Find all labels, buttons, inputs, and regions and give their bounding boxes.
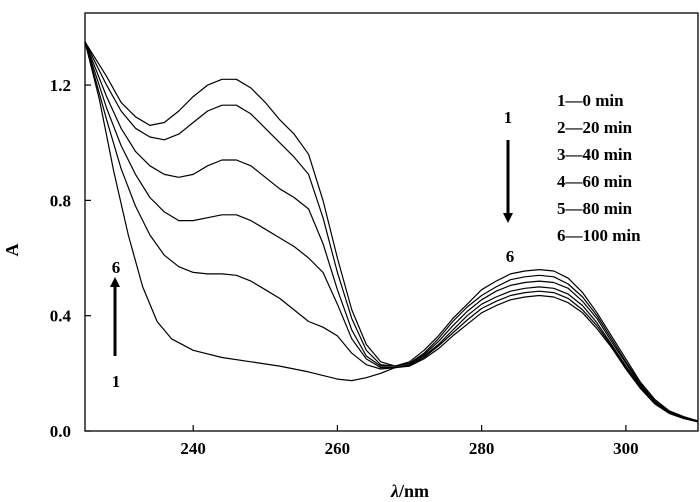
legend: 1—0 min 2—20 min 3—40 min 4—60 min 5—80 … bbox=[557, 91, 641, 245]
legend-entry-1-time: 0 min bbox=[583, 91, 625, 110]
x-axis-label: λ/nm bbox=[390, 481, 429, 501]
y-tick-label: 0.8 bbox=[50, 191, 71, 210]
legend-entry-2-sep: — bbox=[565, 118, 584, 137]
series-group bbox=[84, 41, 699, 423]
legend-entry-2-time: 20 min bbox=[583, 118, 633, 137]
legend-entry-6-sep: — bbox=[565, 226, 584, 245]
annotation-right-top-label: 1 bbox=[504, 108, 513, 127]
y-tick-label: 0.4 bbox=[50, 307, 72, 326]
legend-entry-5-num: 5 bbox=[557, 199, 566, 218]
legend-entry-4-time: 60 min bbox=[583, 172, 633, 191]
legend-entry-3: 3—40 min bbox=[557, 145, 633, 164]
y-tick-label: 1.2 bbox=[50, 76, 71, 95]
annotation-left-top-label: 6 bbox=[112, 258, 121, 277]
legend-entry-1-num: 1 bbox=[557, 91, 566, 110]
x-tick-label: 280 bbox=[469, 439, 495, 458]
legend-entry-3-num: 3 bbox=[557, 145, 566, 164]
legend-entry-4: 4—60 min bbox=[557, 172, 633, 191]
legend-entry-2: 2—20 min bbox=[557, 118, 633, 137]
annotation-increase: 6 1 bbox=[110, 258, 121, 391]
legend-entry-6: 6—100 min bbox=[557, 226, 641, 245]
legend-entry-1: 1—0 min bbox=[557, 91, 624, 110]
y-tick-label: 0.0 bbox=[50, 422, 71, 441]
legend-entry-5: 5—80 min bbox=[557, 199, 633, 218]
legend-entry-2-num: 2 bbox=[557, 118, 566, 137]
series-line-3 bbox=[84, 41, 699, 423]
legend-entry-4-sep: — bbox=[565, 172, 584, 191]
annotation-left-bottom-label: 1 bbox=[112, 372, 121, 391]
legend-entry-1-sep: — bbox=[565, 91, 584, 110]
legend-entry-6-num: 6 bbox=[557, 226, 566, 245]
annotation-decrease: 1 6 bbox=[503, 108, 515, 266]
x-tick-label: 260 bbox=[325, 439, 351, 458]
legend-entry-3-time: 40 min bbox=[583, 145, 633, 164]
x-tick-label: 240 bbox=[180, 439, 206, 458]
series-line-6 bbox=[84, 41, 699, 423]
legend-entry-6-time: 100 min bbox=[583, 226, 642, 245]
y-axis-label: A bbox=[2, 244, 22, 257]
x-axis-label-variable: λ bbox=[390, 481, 399, 501]
legend-entry-5-sep: — bbox=[565, 199, 584, 218]
legend-entry-3-sep: — bbox=[565, 145, 584, 164]
x-tick-label: 300 bbox=[613, 439, 639, 458]
plot-frame bbox=[84, 12, 699, 432]
x-axis-label-unit: /nm bbox=[398, 481, 429, 501]
annotation-right-bottom-label: 6 bbox=[506, 247, 515, 266]
x-ticks: 240 260 280 300 bbox=[180, 425, 639, 458]
y-ticks: 0.0 0.4 0.8 1.2 bbox=[50, 76, 91, 441]
legend-entry-4-num: 4 bbox=[557, 172, 566, 191]
legend-entry-5-time: 80 min bbox=[583, 199, 633, 218]
